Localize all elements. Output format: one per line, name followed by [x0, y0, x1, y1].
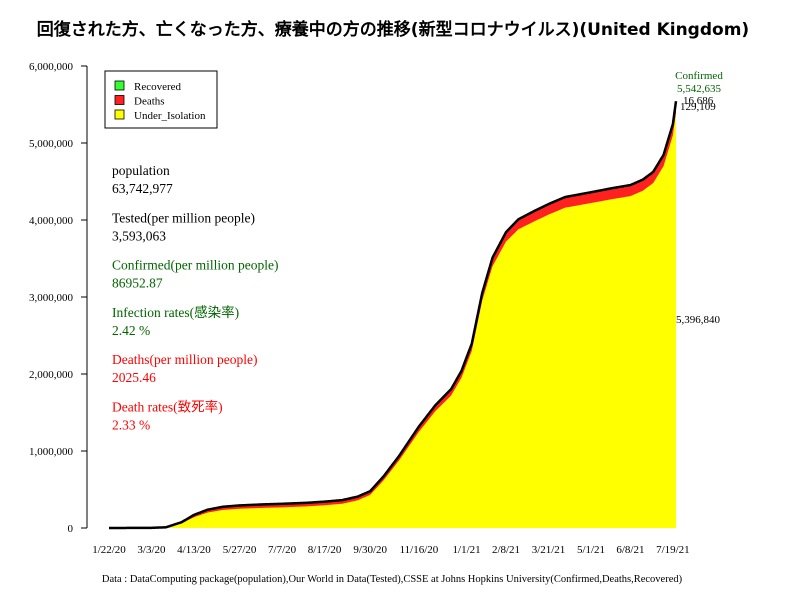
y-tick-label: 4,000,000 [29, 215, 74, 227]
stat-value: 63,742,977 [112, 181, 173, 196]
stats-panel: population 63,742,977 Tested(per million p… [112, 163, 278, 433]
x-tick-label: 9/30/20 [353, 544, 387, 556]
x-tick-label: 3/3/20 [137, 544, 166, 556]
x-tick-label: 4/13/20 [177, 544, 211, 556]
x-tick-label: 5/1/21 [577, 544, 605, 556]
area-under-isolation [109, 112, 676, 528]
stat-label: Infection rates(感染率) [112, 304, 239, 320]
y-tick-label: 5,000,000 [29, 138, 74, 150]
line-confirmed [109, 101, 678, 530]
y-tick-label: 2,000,000 [29, 369, 74, 381]
confirmed-value-label: 5,542,635 [677, 83, 722, 95]
y-axis: 0 1,000,000 2,000,000 3,000,000 4,000,000 5,0… [29, 61, 87, 535]
x-tick-label: 7/19/21 [656, 544, 690, 556]
confirmed-label: Confirmed [675, 70, 723, 82]
x-tick-label: 6/8/21 [616, 544, 644, 556]
plot-area [109, 101, 678, 530]
x-tick-label: 1/1/21 [453, 544, 481, 556]
x-axis: 1/22/20 3/3/20 4/13/20 5/27/20 7/7/20 8/17/20… [92, 544, 690, 556]
legend-swatch [114, 109, 125, 120]
isolation-value-label: 5,396,840 [676, 314, 721, 326]
x-tick-label: 3/21/21 [532, 544, 566, 556]
deaths-value-label: 129,109 [680, 101, 716, 113]
stat-label: Tested(per million people) [112, 210, 255, 225]
end-labels: Confirmed 5,542,635 16,686 129,109 5,396… [675, 70, 723, 326]
x-tick-label: 11/16/20 [400, 544, 439, 556]
y-tick-label: 3,000,000 [29, 292, 74, 304]
x-tick-label: 2/8/21 [492, 544, 520, 556]
stat-value: 2.33 % [112, 418, 150, 433]
legend: Recovered Deaths Under_Isolation [104, 70, 218, 129]
stat-label: Deaths(per million people) [112, 352, 257, 367]
legend-label: Deaths [134, 96, 165, 108]
source-note: Data : DataComputing package(population)… [102, 574, 683, 585]
stat-label: Confirmed(per million people) [112, 258, 278, 273]
x-tick-label: 1/22/20 [92, 544, 126, 556]
legend-label: Under_Isolation [134, 110, 206, 122]
y-tick-label: 0 [68, 523, 74, 535]
x-tick-label: 7/7/20 [268, 544, 297, 556]
stat-value: 3,593,063 [112, 228, 166, 243]
stat-value: 86952.87 [112, 276, 163, 291]
stat-value: 2025.46 [112, 370, 156, 385]
x-tick-label: 8/17/20 [308, 544, 342, 556]
stat-label: population [112, 163, 170, 178]
legend-swatch [114, 80, 125, 91]
stat-label: Death rates(致死率) [112, 399, 223, 415]
chart-title: 回復された方、亡くなった方、療養中の方の推移(新型コロナウイルス)(United… [37, 19, 749, 40]
stat-value: 2.42 % [112, 323, 150, 338]
legend-swatch [114, 95, 125, 105]
x-tick-label: 5/27/20 [223, 544, 257, 556]
y-tick-label: 6,000,000 [29, 61, 74, 73]
y-tick-label: 1,000,000 [29, 446, 74, 458]
legend-label: Recovered [134, 81, 182, 93]
recovered-value-label: 16,686 [683, 95, 714, 107]
